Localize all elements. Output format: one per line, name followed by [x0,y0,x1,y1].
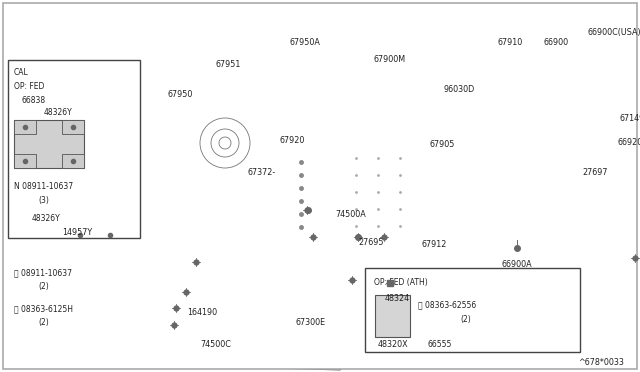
Bar [498,248,536,276]
Polygon shape [275,300,380,368]
Text: ^678*0033: ^678*0033 [578,358,624,367]
Bar [578,160,630,174]
Text: 27697: 27697 [582,168,607,177]
Text: 66555: 66555 [428,340,452,349]
Text: OP: FED: OP: FED [14,82,44,91]
Polygon shape [250,330,360,370]
Text: Ⓝ 08911-10637: Ⓝ 08911-10637 [14,268,72,277]
Text: 27695: 27695 [358,238,383,247]
Text: 67900M: 67900M [373,55,405,64]
Bar [180,95,270,190]
Bar [182,330,267,365]
Bar [14,120,36,134]
Text: 67905: 67905 [430,140,456,149]
Text: 48320X: 48320X [378,340,408,349]
Text: 67950A: 67950A [290,38,321,47]
Text: (2): (2) [38,282,49,291]
Text: 96030D: 96030D [444,85,476,94]
Bar [230,93,258,107]
Bar [62,120,84,134]
Text: 164190: 164190 [187,308,217,317]
Text: 67910: 67910 [498,38,524,47]
Text: 67149: 67149 [619,114,640,123]
Polygon shape [143,115,620,258]
Text: Ⓢ 08363-6125H: Ⓢ 08363-6125H [14,304,73,313]
Bar [72,222,122,250]
Text: N 08911-10637: N 08911-10637 [14,182,73,191]
Text: (2): (2) [460,315,471,324]
Text: 67372-: 67372- [248,168,276,177]
Text: 14957Y: 14957Y [62,228,92,237]
Text: 66838: 66838 [22,96,46,105]
Text: 66900A: 66900A [502,260,532,269]
Bar [14,154,36,168]
Text: 74500A: 74500A [335,210,365,219]
Text: OP: FED (ATH): OP: FED (ATH) [374,278,428,287]
Bar [615,118,635,136]
Text: 48324: 48324 [385,294,410,303]
Bar [62,154,84,168]
Polygon shape [175,200,430,340]
Bar [380,338,402,356]
Bar [288,150,314,238]
Text: 66920: 66920 [618,138,640,147]
Text: 66900C(USA): 66900C(USA) [587,28,640,37]
Bar [375,295,410,337]
Bar [540,65,568,110]
Bar [184,302,204,320]
Bar [496,70,544,142]
Text: 67920: 67920 [280,136,305,145]
Polygon shape [320,68,378,95]
Text: (2): (2) [38,318,49,327]
Bar [566,62,624,152]
Bar [14,120,84,168]
Text: CAL: CAL [14,68,29,77]
Text: 48326Y: 48326Y [32,214,61,223]
Text: 67300E: 67300E [296,318,326,327]
Bar [255,70,277,82]
Bar [8,60,140,238]
Text: 67912: 67912 [422,240,447,249]
Text: 67951: 67951 [215,60,241,69]
Text: (3): (3) [38,196,49,205]
Bar [378,300,392,335]
Text: 66900: 66900 [543,38,568,47]
Bar [365,268,580,352]
Bar [255,148,295,178]
Text: Ⓢ 08363-62556: Ⓢ 08363-62556 [418,300,476,309]
Bar [348,148,406,236]
Text: 48326Y: 48326Y [44,108,73,117]
Text: 67950: 67950 [168,90,193,99]
Bar [415,238,449,266]
Text: 74500C: 74500C [200,340,231,349]
Polygon shape [130,130,220,350]
Circle shape [190,108,260,178]
Bar [596,143,624,165]
